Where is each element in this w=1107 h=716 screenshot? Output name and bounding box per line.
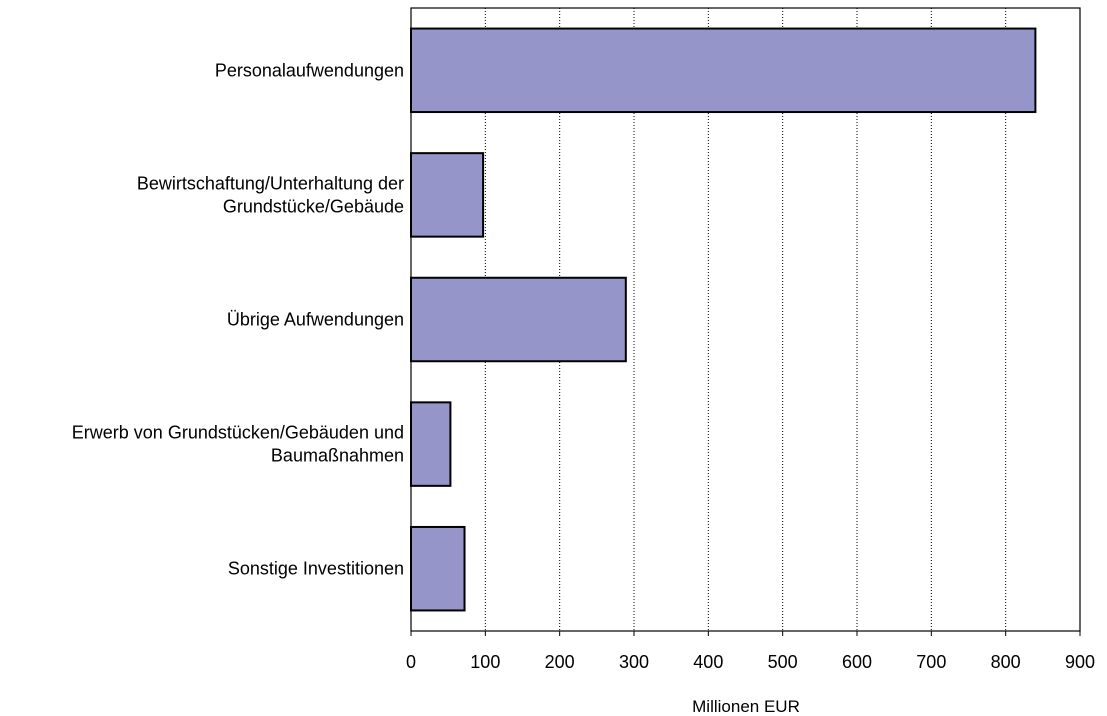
gridlines — [484, 8, 1007, 631]
bar — [410, 152, 485, 238]
bar — [410, 276, 627, 363]
category-label: Personalaufwendungen — [215, 60, 404, 80]
x-tick-label: 600 — [842, 652, 872, 672]
category-label: Sonstige Investitionen — [228, 559, 404, 579]
x-tick-label: 200 — [545, 652, 575, 672]
category-label: Grundstücke/Gebäude — [223, 196, 404, 216]
bar — [410, 401, 452, 487]
bars — [410, 27, 1037, 612]
category-label: Baumaßnahmen — [271, 446, 404, 466]
x-axis-ticks: 0 100 200 300 400 500 600 700 800 900 — [406, 631, 1095, 672]
bar — [410, 27, 1037, 114]
x-tick-label: 700 — [916, 652, 946, 672]
category-labels: Personalaufwendungen Bewirtschaftung/Unte… — [72, 60, 404, 578]
x-tick-label: 0 — [406, 652, 416, 672]
x-tick-label: 900 — [1065, 652, 1095, 672]
category-label: Bewirtschaftung/Unterhaltung der — [137, 173, 404, 193]
x-tick-label: 300 — [619, 652, 649, 672]
bar — [410, 525, 466, 612]
category-label: Erwerb von Grundstücken/Gebäuden und — [72, 423, 404, 443]
x-tick-label: 100 — [470, 652, 500, 672]
category-label: Übrige Aufwendungen — [227, 310, 404, 330]
x-tick-label: 400 — [693, 652, 723, 672]
x-tick-label: 500 — [768, 652, 798, 672]
x-axis-title: Millionen EUR — [692, 697, 800, 716]
x-tick-label: 800 — [991, 652, 1021, 672]
